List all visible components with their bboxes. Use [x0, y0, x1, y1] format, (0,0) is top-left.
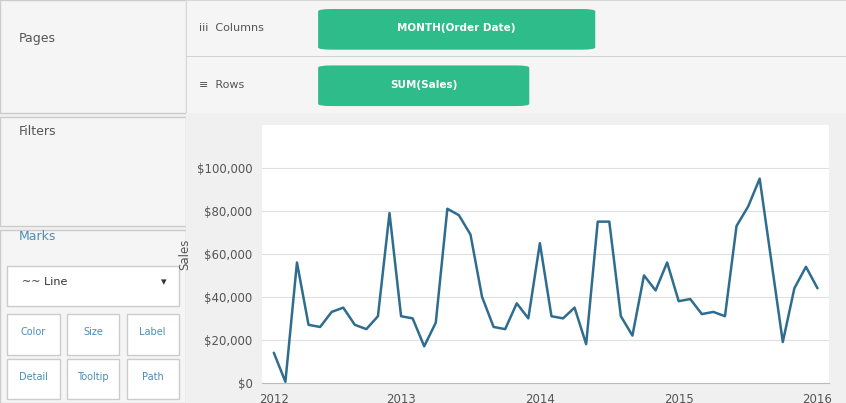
Text: MONTH(Order Date): MONTH(Order Date) [398, 23, 516, 33]
FancyBboxPatch shape [8, 314, 59, 355]
Text: iii  Columns: iii Columns [200, 23, 264, 33]
Text: Tooltip: Tooltip [77, 372, 109, 382]
FancyBboxPatch shape [186, 56, 846, 113]
FancyBboxPatch shape [0, 230, 186, 403]
Text: SUM(Sales): SUM(Sales) [390, 80, 458, 89]
FancyBboxPatch shape [318, 65, 530, 106]
Y-axis label: Sales: Sales [179, 238, 191, 270]
Text: Size: Size [83, 328, 103, 337]
Text: Detail: Detail [19, 372, 48, 382]
Text: Marks: Marks [19, 230, 56, 243]
FancyBboxPatch shape [127, 314, 179, 355]
Text: Path: Path [142, 372, 163, 382]
Text: Label: Label [140, 328, 166, 337]
FancyBboxPatch shape [8, 359, 59, 399]
FancyBboxPatch shape [0, 0, 186, 113]
Text: Color: Color [21, 328, 47, 337]
Text: Pages: Pages [19, 32, 56, 45]
FancyBboxPatch shape [186, 0, 846, 56]
FancyBboxPatch shape [127, 359, 179, 399]
FancyBboxPatch shape [67, 359, 119, 399]
Text: ▾: ▾ [161, 277, 167, 287]
FancyBboxPatch shape [0, 117, 186, 226]
Text: ≡  Rows: ≡ Rows [200, 80, 244, 89]
FancyBboxPatch shape [8, 266, 179, 306]
Text: ~~ Line: ~~ Line [22, 277, 68, 287]
FancyBboxPatch shape [67, 314, 119, 355]
Text: Filters: Filters [19, 125, 56, 138]
FancyBboxPatch shape [318, 9, 596, 50]
